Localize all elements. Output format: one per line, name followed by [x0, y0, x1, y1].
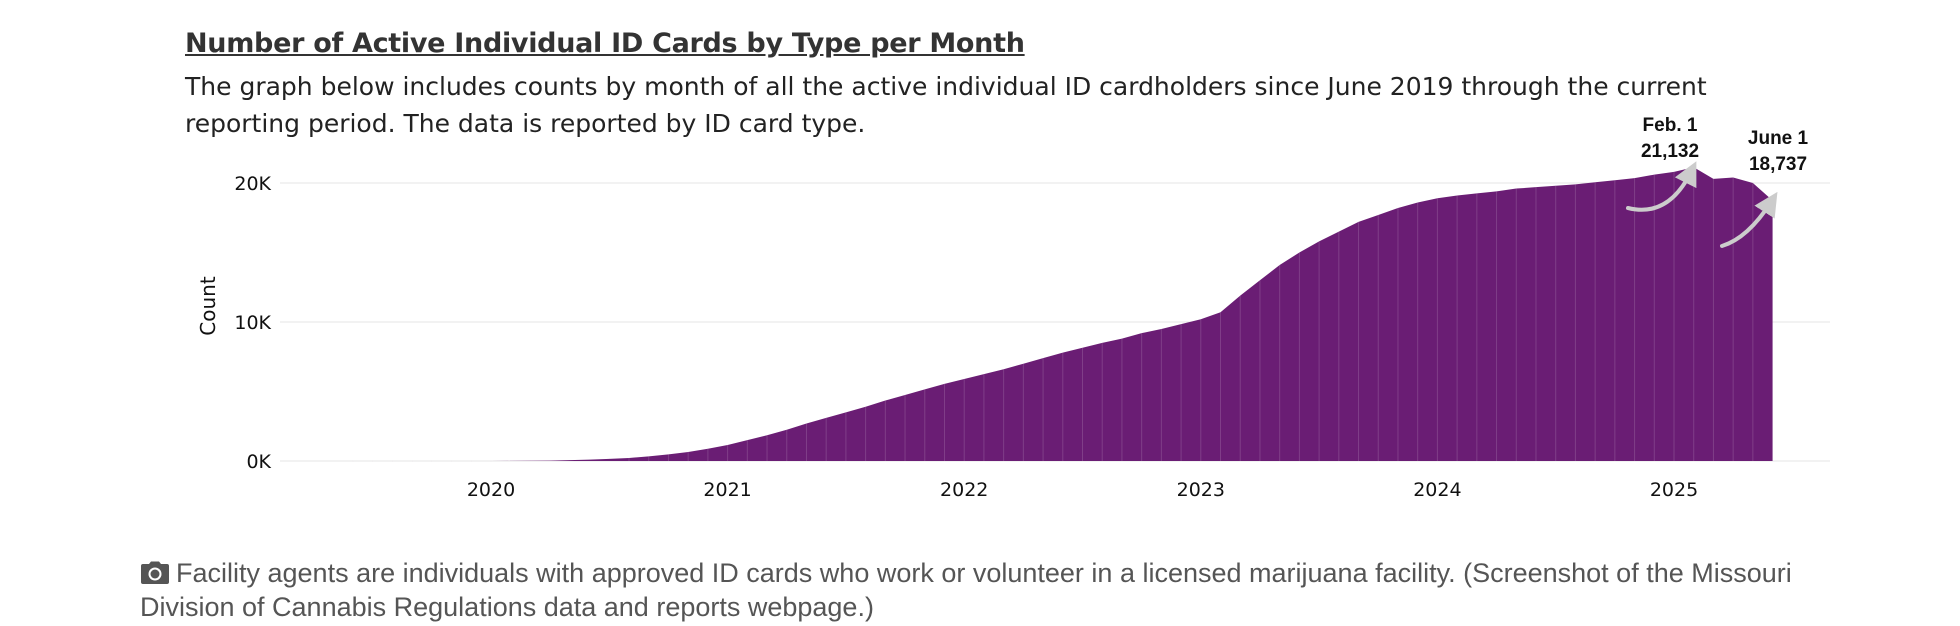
area-fill [352, 167, 1773, 461]
area-series [352, 167, 1773, 462]
caption-text: Facility agents are individuals with app… [140, 558, 1792, 622]
y-tick-label: 10K [234, 312, 271, 334]
annotation-date: June 1 [1748, 128, 1809, 149]
x-tick-label: 2023 [1177, 479, 1225, 501]
annotation-value: 18,737 [1749, 154, 1807, 175]
annotation-value: 21,132 [1641, 141, 1699, 162]
annotation-date: Feb. 1 [1643, 115, 1698, 136]
area-chart: 0K 10K 20K 2020 2021 2022 2023 2024 2025 Feb. 1 2… [196, 115, 1830, 501]
annotation-arrow [1626, 161, 1697, 212]
x-tick-label: 2024 [1413, 479, 1461, 501]
x-tick-label: 2022 [940, 479, 988, 501]
chart-title: Number of Active Individual ID Cards by … [185, 28, 1025, 59]
y-tick-label: 20K [234, 173, 271, 195]
y-tick-label: 0K [246, 451, 271, 473]
y-axis-label: Count [196, 276, 220, 336]
annotation-arrow [1720, 191, 1778, 248]
chart-description: The graph below includes counts by month… [185, 72, 1707, 138]
x-tick-label: 2020 [467, 479, 515, 501]
x-tick-label: 2025 [1650, 479, 1698, 501]
axes: 0K 10K 20K 2020 2021 2022 2023 2024 2025 [234, 173, 1698, 501]
x-tick-label: 2021 [703, 479, 751, 501]
camera-icon [140, 561, 170, 592]
annotations: Feb. 1 21,132 June 1 18,737 [1626, 115, 1809, 248]
photo-caption: Facility agents are individuals with app… [140, 558, 1840, 623]
